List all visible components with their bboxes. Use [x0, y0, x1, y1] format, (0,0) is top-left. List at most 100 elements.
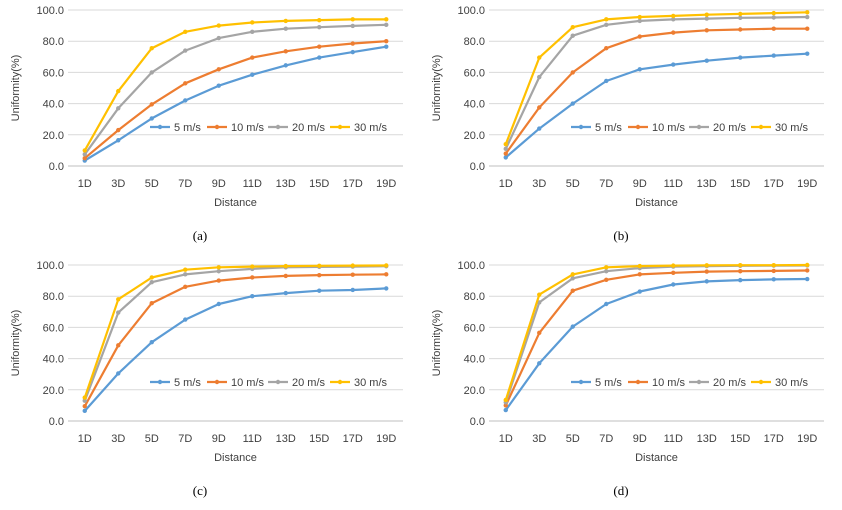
data-point [116, 343, 121, 348]
x-tick-label: 9D [633, 178, 647, 190]
legend-marker [275, 124, 281, 130]
data-point [116, 127, 121, 133]
x-tick-label: 7D [599, 178, 613, 190]
x-tick-label: 15D [309, 178, 329, 190]
chart-svg-c: 0.0 20.0 40.0 60.0 80.0 100.0 1D 3D 5D 7D 9D 11D 13D… [10, 260, 403, 498]
data-point [250, 72, 255, 77]
x-tick-label: 11D [243, 433, 262, 445]
data-point [704, 28, 709, 33]
y-axis-title: Uniformity(%) [10, 55, 22, 122]
data-point [671, 30, 676, 35]
data-point [537, 330, 542, 336]
data-point [82, 152, 87, 157]
data-point [216, 67, 221, 72]
data-point [317, 55, 322, 60]
data-point [537, 126, 542, 131]
x-tick-label: 15D [309, 433, 329, 445]
data-point [317, 24, 322, 30]
x-tick-label: 15D [730, 433, 750, 445]
data-point [604, 265, 609, 270]
x-tick-label: 5D [566, 178, 580, 190]
data-point [503, 151, 508, 156]
y-tick-label: 20.0 [43, 385, 64, 397]
x-tick-label: 7D [599, 433, 613, 445]
data-point [149, 70, 154, 75]
data-point [771, 10, 776, 16]
y-tick-label: 100.0 [36, 5, 64, 17]
x-tick-label: 9D [212, 433, 226, 445]
data-point [570, 24, 575, 30]
data-point [183, 267, 188, 272]
y-tick-label: 20.0 [43, 130, 64, 142]
legend-label: 5 m/s [595, 377, 622, 389]
data-point [537, 74, 542, 80]
data-point [250, 55, 255, 60]
data-point [738, 262, 743, 268]
data-point [116, 138, 121, 143]
y-tick-label: 0.0 [49, 161, 64, 173]
data-point [250, 264, 255, 269]
data-point [805, 276, 810, 282]
data-point [384, 44, 389, 49]
data-point [183, 98, 188, 103]
data-point [637, 67, 642, 72]
data-point [704, 16, 709, 21]
data-point [216, 278, 221, 283]
data-point [503, 403, 508, 408]
data-point [283, 263, 288, 269]
data-point [637, 272, 642, 277]
legend-marker [214, 379, 220, 385]
data-point [384, 22, 389, 28]
data-point [704, 58, 709, 63]
data-point [250, 275, 255, 280]
data-point [82, 156, 87, 161]
data-point [671, 270, 676, 275]
data-point [738, 15, 743, 20]
data-point [503, 155, 508, 160]
data-point [183, 48, 188, 53]
data-point [671, 62, 676, 67]
legend-marker [157, 124, 163, 130]
data-point [537, 105, 542, 110]
legend-marker [635, 379, 641, 385]
series-line [83, 23, 387, 155]
legend-label: 20 m/s [713, 377, 747, 389]
data-point [317, 44, 322, 49]
data-point [671, 13, 676, 19]
data-point [604, 269, 609, 274]
data-point [771, 53, 776, 58]
y-tick-label: 100.0 [36, 260, 64, 272]
data-point [503, 407, 508, 413]
x-tick-label: 3D [111, 178, 125, 190]
x-axis-title: Distance [214, 197, 257, 209]
data-point [116, 88, 121, 94]
series-line [83, 18, 387, 151]
x-tick-label: 5D [145, 433, 159, 445]
y-tick-label: 80.0 [43, 291, 64, 303]
x-tick-label: 1D [499, 178, 513, 190]
legend-label: 10 m/s [231, 122, 265, 134]
legend-marker [157, 379, 163, 385]
data-point [604, 17, 609, 22]
data-point [250, 20, 255, 25]
data-point [116, 297, 121, 302]
legend-label: 20 m/s [292, 122, 326, 134]
data-point [317, 17, 322, 23]
data-point [82, 148, 87, 153]
y-tick-label: 40.0 [464, 354, 485, 366]
series-line [83, 273, 387, 407]
data-point [283, 49, 288, 54]
legend-marker [275, 379, 281, 385]
data-point [503, 141, 508, 147]
y-axis-title: Uniformity(%) [431, 55, 443, 122]
data-point [570, 70, 575, 75]
data-point [350, 272, 355, 277]
data-point [216, 265, 221, 270]
series-line [504, 11, 808, 145]
x-tick-label: 3D [532, 178, 546, 190]
data-point [149, 279, 154, 285]
data-point [570, 272, 575, 277]
series-line [84, 45, 387, 162]
x-tick-label: 17D [764, 433, 784, 445]
data-point [604, 301, 609, 307]
